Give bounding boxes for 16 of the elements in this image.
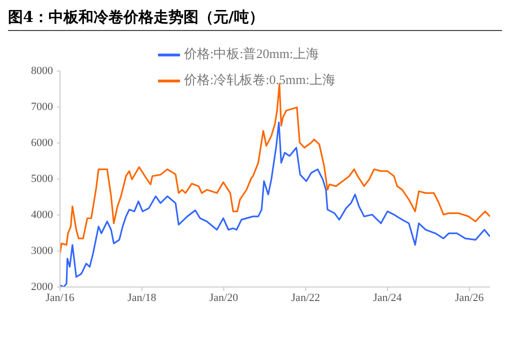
y-tick-label: 5000: [31, 173, 54, 185]
x-tick-label: Jan/26: [455, 292, 484, 304]
y-tick-label: 8000: [31, 65, 54, 77]
y-tick-label: 4000: [31, 209, 54, 221]
x-tick-label: Jan/20: [209, 292, 239, 304]
x-tick-label: Jan/22: [291, 292, 320, 304]
x-tick-label: Jan/16: [46, 292, 75, 304]
y-tick-label: 7000: [31, 101, 54, 113]
legend-label: 价格:冷轧板卷:0.5mm:上海: [184, 72, 336, 87]
y-tick-label: 6000: [31, 137, 54, 149]
chart-title: 图4：中板和冷卷价格走势图（元/吨）: [8, 8, 502, 31]
x-tick-label: Jan/24: [373, 292, 402, 304]
y-tick-label: 2000: [31, 281, 54, 293]
y-tick-label: 3000: [31, 245, 54, 257]
legend-label: 价格:中板:普20mm:上海: [184, 46, 320, 61]
x-tick-label: Jan/18: [128, 292, 157, 304]
